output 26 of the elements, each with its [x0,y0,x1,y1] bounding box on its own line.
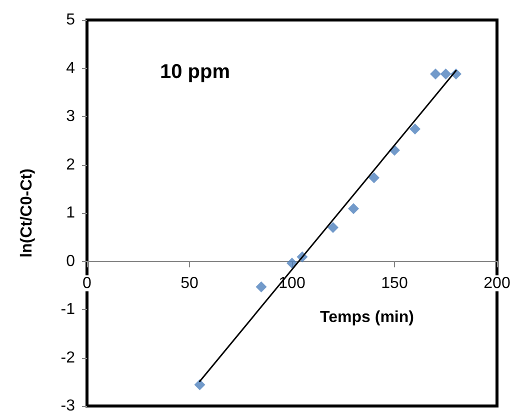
point [410,124,420,135]
x-tick-label: 100 [278,274,306,292]
point [256,281,267,292]
y-tick-label: 1 [66,204,76,222]
y-tick-label: -3 [60,398,76,414]
y-tick-label: 3 [66,108,76,125]
y-tick-label: 5 [66,12,76,28]
y-tick-label: -2 [60,349,76,366]
x-tick-label: 50 [180,274,198,292]
y-tick-label: -1 [60,301,76,318]
point [348,203,359,214]
point [368,172,380,184]
x-tick-label: 200 [484,274,510,292]
y-axis-title: ln(Ct/C0-Ct) [18,168,36,258]
annotation: 10 ppm [160,61,230,83]
y-tick-label: 0 [66,252,76,270]
y-tick-label: 2 [66,156,76,174]
point [328,222,338,233]
y-tick-label: 4 [66,60,76,77]
point [194,379,206,390]
x-tick-label: 150 [381,274,408,292]
x-axis-title: Temps (min) [320,308,414,326]
x-tick-label: 0 [82,274,92,292]
point [286,258,298,269]
point [440,68,452,80]
point [430,68,441,80]
